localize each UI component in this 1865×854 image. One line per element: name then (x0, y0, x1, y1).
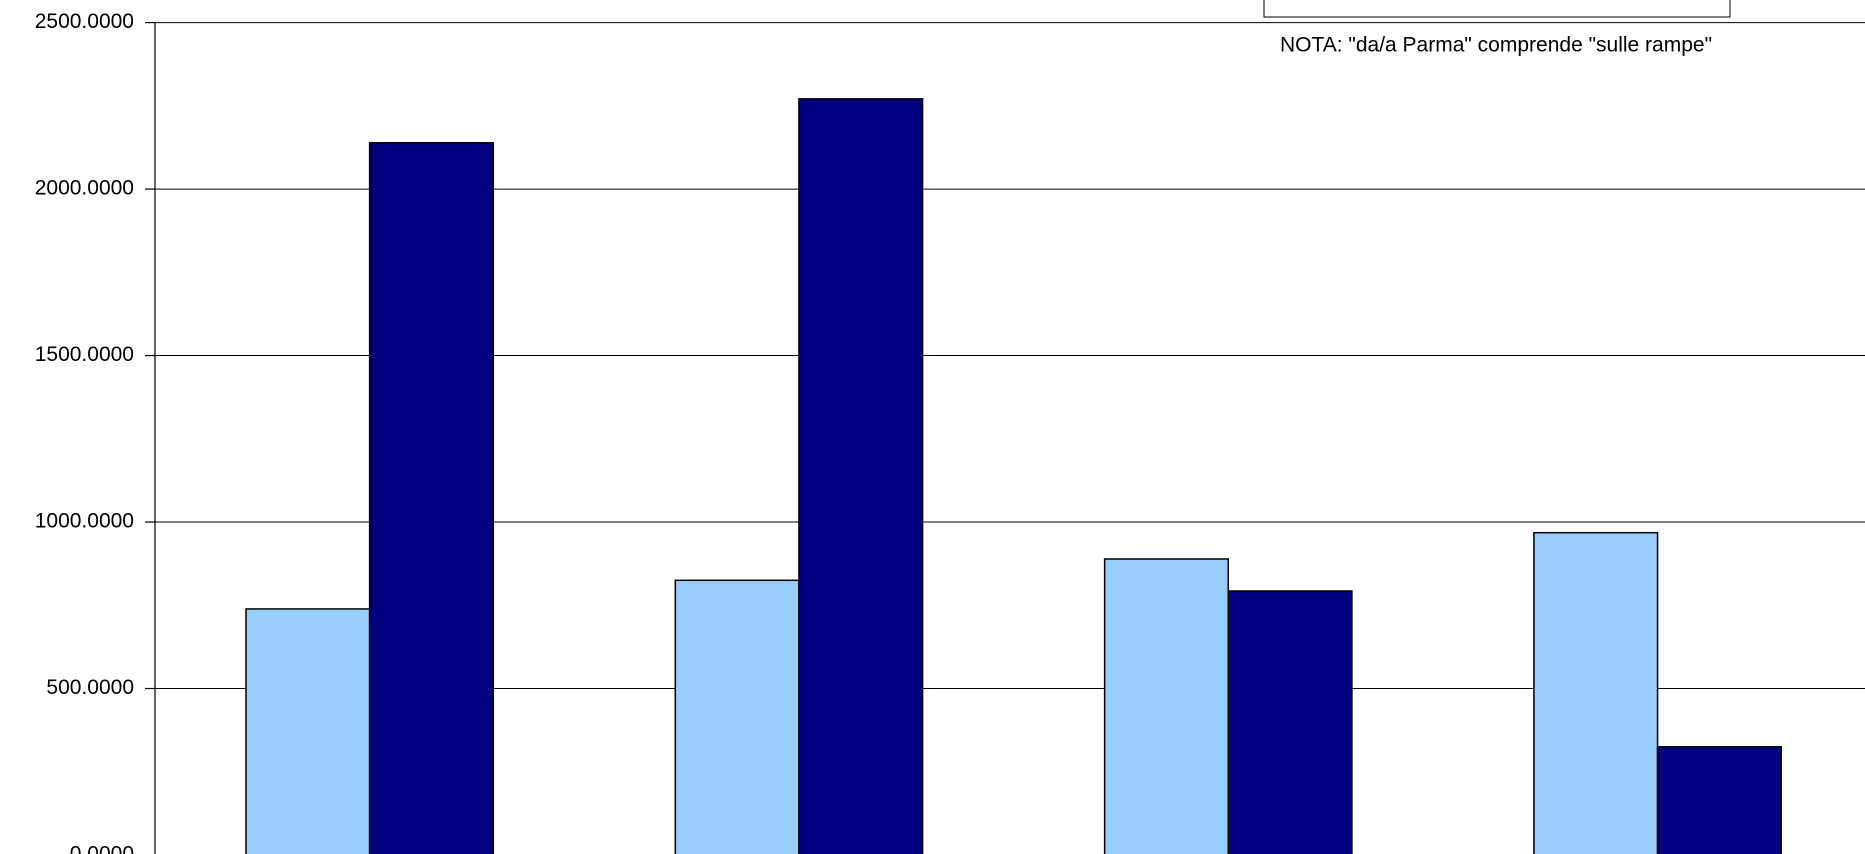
bar (1533, 531, 1659, 854)
bar (1103, 558, 1229, 854)
y-tick-label: 0.0000 (70, 843, 134, 854)
y-tick-label: 1500.0000 (35, 343, 134, 366)
legend-box (1263, 0, 1731, 18)
bar (798, 98, 924, 854)
y-tick-label: 2500.0000 (35, 10, 134, 33)
annotation: NOTA: "da/a Parma" comprende "sulle ramp… (1280, 34, 1712, 57)
bar (1656, 746, 1782, 854)
bar (245, 608, 371, 854)
y-tick-label: 2000.0000 (35, 177, 134, 200)
bar (1227, 590, 1353, 854)
y-tick-label: 500.0000 (46, 676, 134, 699)
y-tick-label: 1000.0000 (35, 510, 134, 533)
bar (674, 579, 800, 854)
bar (368, 142, 495, 854)
